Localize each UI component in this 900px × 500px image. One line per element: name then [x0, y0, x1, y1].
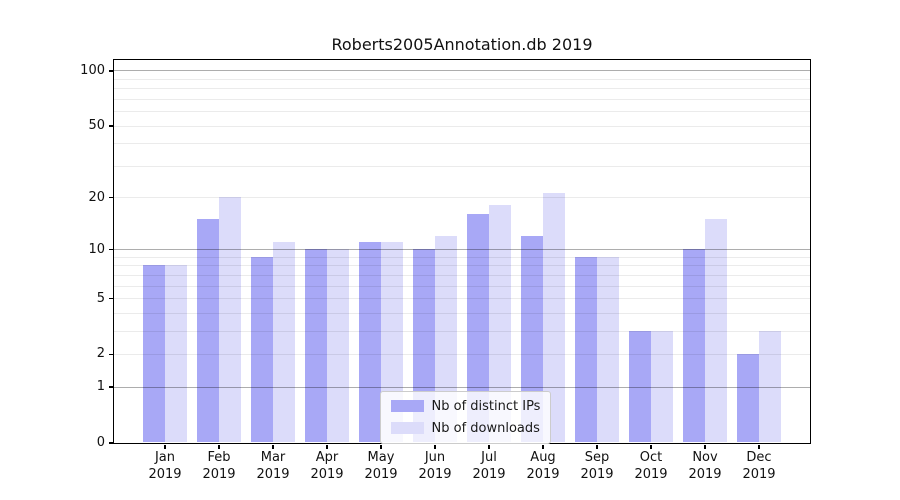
legend-item-distinct-ips: Nb of distinct IPs: [390, 397, 541, 416]
bar-downloads-oct: [650, 330, 673, 443]
x-tick-mark: [704, 445, 706, 449]
x-tick-label: Jun 2019: [418, 450, 452, 482]
y-gridline-minor: [113, 298, 810, 300]
x-tick-label: Jan 2019: [148, 450, 182, 482]
y-gridline-major: [113, 249, 810, 251]
y-tick-mark: [108, 125, 113, 127]
y-gridline-major: [113, 70, 810, 72]
legend-swatch-distinct-ips: [390, 400, 424, 412]
y-gridline-minor: [113, 312, 810, 314]
x-tick-label: Apr 2019: [310, 450, 344, 482]
x-tick-mark: [488, 445, 490, 449]
y-tick-label: 2: [96, 346, 105, 362]
x-tick-mark: [272, 445, 274, 449]
y-gridline-minor: [113, 111, 810, 113]
y-tick-mark: [108, 70, 113, 72]
x-tick-mark: [650, 445, 652, 449]
x-tick-label: Jul 2019: [472, 450, 506, 482]
bar-distinct-ips-sep: [574, 256, 597, 443]
y-tick-mark: [108, 248, 113, 251]
x-tick-mark: [164, 445, 166, 449]
bar-distinct-ips-jul: [466, 214, 489, 443]
y-gridline-major: [113, 386, 810, 388]
y-tick-label: 10: [88, 241, 105, 257]
bar-downloads-aug: [542, 193, 565, 443]
chart-title: Roberts2005Annotation.db 2019: [331, 35, 593, 54]
x-tick-label: Sep 2019: [580, 450, 614, 482]
y-gridline-minor: [113, 353, 810, 355]
legend-label-distinct-ips: Nb of distinct IPs: [431, 398, 541, 414]
y-tick-label: 1: [96, 379, 105, 395]
x-tick-mark: [434, 445, 436, 449]
y-tick-mark: [108, 297, 113, 300]
y-gridline-minor: [113, 88, 810, 90]
x-tick-mark: [758, 445, 760, 449]
y-gridline-minor: [113, 78, 810, 80]
x-tick-label: Nov 2019: [688, 450, 722, 482]
x-tick-label: Mar 2019: [256, 450, 290, 482]
x-tick-label: Aug 2019: [526, 450, 560, 482]
bar-distinct-ips-dec: [736, 353, 759, 443]
y-tick-mark: [108, 442, 113, 444]
legend-swatch-downloads: [390, 422, 424, 434]
x-tick-mark: [218, 445, 220, 449]
bar-distinct-ips-oct: [628, 330, 651, 443]
bar-distinct-ips-mar: [250, 256, 273, 443]
bar-downloads-feb: [218, 197, 241, 443]
bar-downloads-jul: [488, 205, 511, 443]
legend: Nb of distinct IPs Nb of downloads: [379, 390, 552, 444]
bar-distinct-ips-nov: [682, 249, 705, 443]
x-tick-mark: [596, 445, 598, 449]
y-gridline-minor: [113, 285, 810, 287]
y-tick-label: 20: [88, 189, 105, 205]
x-tick-label: Feb 2019: [202, 450, 236, 482]
bar-distinct-ips-feb: [196, 219, 219, 443]
bar-distinct-ips-jan: [142, 265, 165, 443]
y-gridline-minor: [113, 125, 810, 127]
bar-downloads-jan: [164, 265, 187, 443]
bar-downloads-mar: [272, 242, 295, 443]
y-tick-label: 50: [88, 118, 105, 134]
y-gridline-minor: [113, 265, 810, 267]
y-tick-mark: [108, 353, 113, 356]
y-tick-label: 5: [96, 290, 105, 306]
y-gridline-minor: [113, 274, 810, 276]
y-tick-mark: [108, 196, 113, 199]
bar-distinct-ips-apr: [304, 249, 327, 443]
y-gridline-minor: [113, 165, 810, 167]
x-tick-label: May 2019: [364, 450, 398, 482]
legend-label-downloads: Nb of downloads: [431, 420, 540, 436]
legend-item-downloads: Nb of downloads: [390, 419, 541, 438]
x-tick-label: Oct 2019: [634, 450, 668, 482]
y-tick-mark: [108, 386, 113, 388]
bar-downloads-dec: [758, 330, 781, 443]
y-tick-label: 0: [96, 435, 105, 450]
y-gridline-minor: [113, 143, 810, 145]
bar-downloads-nov: [704, 219, 727, 443]
y-tick-label: 100: [80, 62, 105, 78]
x-tick-mark: [542, 445, 544, 449]
y-gridline-minor: [113, 98, 810, 100]
x-tick-mark: [380, 445, 382, 449]
bar-downloads-apr: [326, 249, 349, 443]
bar-downloads-sep: [596, 256, 619, 443]
y-gridline-minor: [113, 197, 810, 199]
y-gridline-minor: [113, 256, 810, 258]
x-tick-mark: [326, 445, 328, 449]
plot-area: Nb of distinct IPs Nb of downloads: [112, 58, 811, 444]
x-tick-label: Dec 2019: [742, 450, 776, 482]
y-gridline-minor: [113, 330, 810, 332]
bar-distinct-ips-may: [358, 242, 381, 443]
